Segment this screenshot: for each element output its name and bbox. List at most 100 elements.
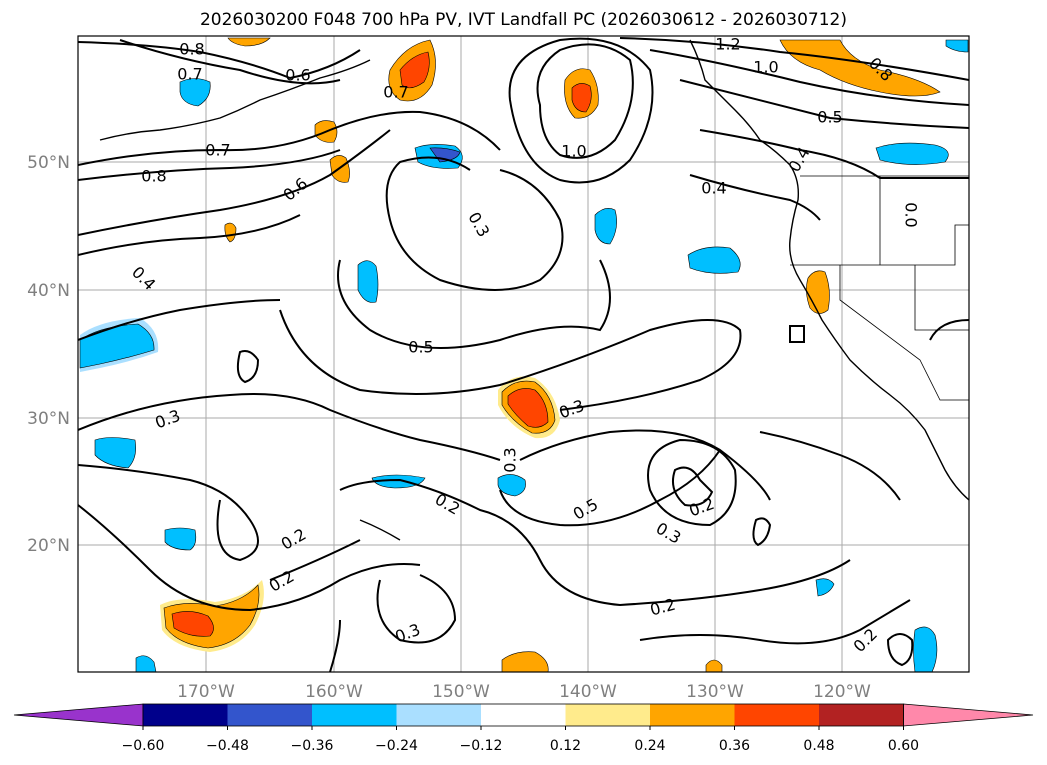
fill-cool (164, 527, 197, 551)
contour-label: 1.0 (561, 142, 586, 161)
colorbar-segment (565, 704, 651, 726)
contour-line (337, 259, 611, 349)
lat-label-30n: 30°N (27, 409, 70, 429)
fill-warm (806, 270, 830, 314)
fill-cool (913, 626, 938, 672)
aleutians (99, 59, 371, 141)
colorbar-tick-label: −0.12 (460, 738, 503, 754)
contour-line (752, 517, 772, 547)
contour-label: 1.0 (753, 58, 778, 77)
lat-label-20n: 20°N (27, 536, 70, 556)
colorbar-tick-label: −0.60 (122, 738, 165, 754)
fill-cool (94, 437, 136, 469)
colorbar-segment (481, 704, 566, 726)
contour-line (536, 43, 634, 159)
contour-line (886, 633, 914, 667)
contour-label: 0.3 (501, 447, 520, 472)
fill-warm (501, 651, 549, 672)
colorbar-tick-label: 0.60 (888, 738, 919, 754)
lon-label-140w: 140°W (559, 682, 617, 702)
colorbar-tick-label: 0.36 (719, 738, 750, 754)
fill-cool (875, 142, 949, 165)
lon-label-170w: 170°W (177, 682, 235, 702)
colorbar-tick-label: 0.12 (550, 738, 581, 754)
colorbar-segment (396, 704, 482, 726)
pv-contours (78, 37, 969, 672)
lat-label-50n: 50°N (27, 153, 70, 173)
fill-warm (399, 51, 430, 89)
contour-label: 0.8 (179, 40, 204, 59)
contour-label: 0.8 (141, 167, 166, 186)
fill-cool (135, 655, 157, 672)
colorbar-extend-low (13, 703, 144, 727)
colorbar-segment (650, 704, 735, 726)
fill-warm (171, 611, 214, 637)
colorbar-tick-label: −0.24 (375, 738, 418, 754)
lon-label-150w: 150°W (432, 682, 490, 702)
contour-line (78, 299, 281, 341)
fill-cool (594, 208, 617, 245)
contour-line (759, 431, 901, 501)
colorbar-extend-high (903, 703, 1034, 727)
contour-line (679, 79, 969, 129)
contour-line (78, 464, 259, 562)
longitude-labels: 170°W 160°W 150°W 140°W 130°W 120°W (177, 682, 871, 702)
colorbar-tick-label: −0.36 (291, 738, 334, 754)
contour-line (78, 504, 421, 612)
borders (790, 175, 969, 401)
contour-line (672, 466, 714, 507)
contour-line (78, 393, 501, 461)
contour-label: 0.7 (383, 83, 408, 102)
contour-label: 0.0 (902, 202, 921, 227)
contour-line (789, 325, 805, 343)
fill-warm (779, 39, 941, 97)
hawaii (359, 519, 401, 541)
contour-line (385, 156, 564, 291)
contour-line (269, 539, 361, 581)
lat-label-40n: 40°N (27, 281, 70, 301)
fill-cool (815, 578, 835, 597)
contour-label: 0.5 (408, 338, 433, 357)
contour-label: 0.7 (205, 141, 230, 160)
contour-line (78, 110, 501, 166)
border-state (790, 224, 969, 266)
colorbar-tick-label: −0.48 (206, 738, 249, 754)
contour-line (519, 429, 771, 501)
lon-label-130w: 130°W (686, 682, 744, 702)
contour-label: 0.6 (285, 66, 310, 85)
contour-line (329, 619, 341, 672)
contour-line (647, 438, 737, 527)
colorbar-tick-label: 0.48 (803, 738, 834, 754)
contour-line (78, 129, 391, 236)
fill-warm (571, 83, 592, 113)
contour-line (699, 129, 969, 179)
contour-line (649, 49, 969, 106)
lon-label-120w: 120°W (813, 682, 871, 702)
fill-cool (357, 260, 379, 303)
fill-cool (945, 39, 969, 53)
border-state (914, 265, 969, 331)
contour-label: 0.5 (817, 108, 842, 127)
fill-cool (371, 474, 426, 489)
coastline (99, 39, 969, 541)
contour-line (499, 449, 721, 527)
warm-anomaly-fills (160, 37, 941, 672)
contour-line (279, 309, 742, 411)
contour-label: 0.4 (701, 179, 726, 198)
fill-warm (705, 659, 723, 672)
contour-line (236, 350, 260, 384)
fill-cool (497, 474, 526, 497)
colorbar-frame (142, 703, 904, 727)
colorbar-segment (227, 704, 313, 726)
cool-anomaly-fills (79, 39, 969, 672)
colorbar-segment (312, 704, 397, 726)
colorbar-segment (143, 704, 228, 726)
lon-label-160w: 160°W (305, 682, 363, 702)
contour-line (376, 574, 457, 644)
contour-line (639, 599, 911, 645)
contour-line (78, 214, 301, 256)
west-coast (689, 39, 969, 501)
contour-label: 1.2 (715, 35, 740, 54)
fill-warm (224, 222, 237, 243)
